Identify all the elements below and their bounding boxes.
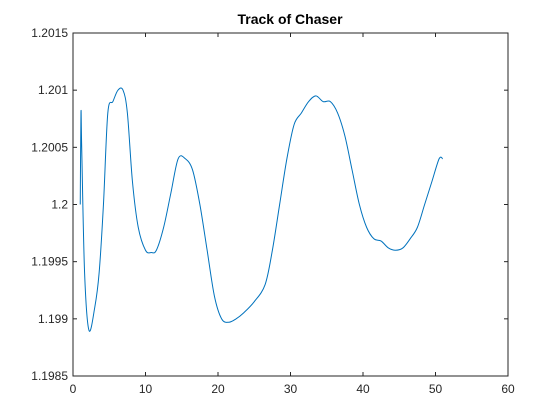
- x-tick-label: 20: [211, 382, 225, 396]
- y-tick-label: 1.201: [38, 83, 68, 97]
- plot-area: [72, 32, 509, 377]
- series-layer: [79, 87, 444, 332]
- axis-ticks: 0 10 20 30 40 50 60 1.1985 1.199 1.1995 1.2 1.2005 1…: [31, 26, 515, 396]
- y-tick-label: 1.2: [51, 198, 68, 212]
- x-tick-label: 10: [139, 382, 153, 396]
- x-tick-label: 0: [70, 382, 77, 396]
- y-tick-label: 1.1985: [31, 369, 68, 383]
- x-tick-label: 50: [429, 382, 443, 396]
- series-line: [79, 87, 444, 332]
- x-tick-label: 40: [356, 382, 370, 396]
- x-tick-label: 60: [501, 382, 515, 396]
- y-tick-label: 1.199: [38, 312, 68, 326]
- y-tick-label: 1.1995: [31, 255, 68, 269]
- x-tick-label: 30: [284, 382, 298, 396]
- y-tick-label: 1.2005: [31, 140, 68, 154]
- chart-title: Track of Chaser: [237, 11, 343, 27]
- y-tick-label: 1.2015: [31, 26, 68, 40]
